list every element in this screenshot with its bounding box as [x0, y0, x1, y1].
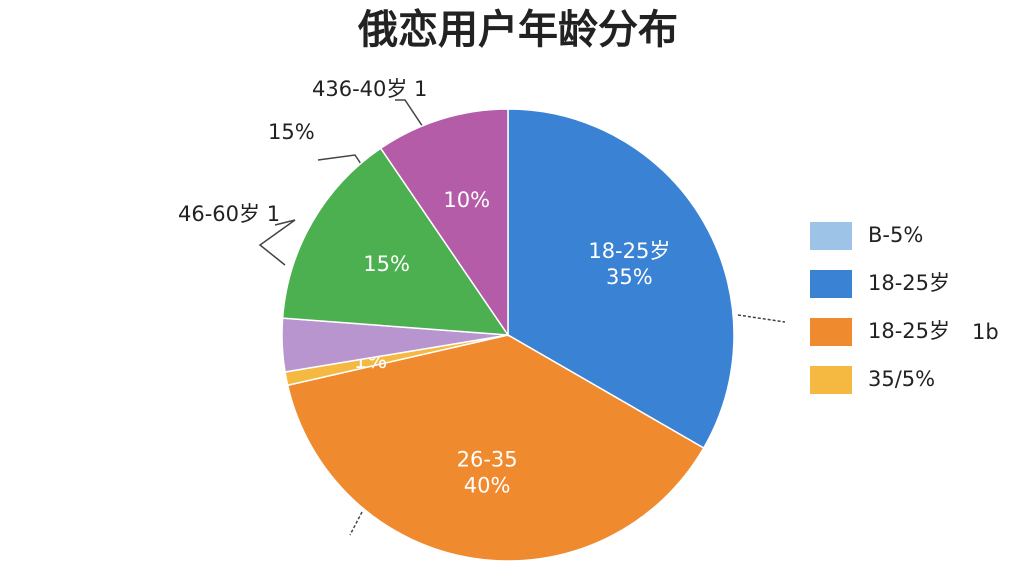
legend-label: 35/5%: [868, 367, 935, 391]
legend-swatch: [810, 366, 852, 394]
slice-value-label: 35%: [606, 265, 653, 289]
slice-value-label: 15%: [363, 252, 410, 276]
annotation: 46-60岁 1: [178, 202, 280, 226]
pie-slice: [379, 108, 509, 338]
annotation: 436-40岁 1: [312, 77, 427, 101]
slice-value-label: 10%: [443, 188, 490, 212]
leader-lines: [258, 99, 786, 536]
legend-swatch: [810, 270, 852, 298]
legend-label: B-5%: [868, 223, 923, 247]
annotation: 15%: [268, 120, 315, 144]
leader-line: [737, 314, 786, 323]
legend-swatch: [810, 222, 852, 250]
leader-line: [349, 511, 363, 536]
pie-slice: [286, 334, 705, 562]
legend-label: 18-25岁: [868, 271, 950, 295]
pie-slice: [281, 147, 510, 336]
slice-category: 18-25岁: [588, 239, 670, 263]
legend-label: 18-25岁: [868, 319, 950, 343]
pie-slice: [507, 108, 735, 450]
leader-line: [258, 219, 296, 266]
slice-category: 26-35: [457, 448, 518, 472]
leader-line: [395, 99, 426, 131]
chart-title: 俄恋用户年龄分布: [357, 7, 678, 53]
legend-swatch: [810, 318, 852, 346]
annotation: 1b: [972, 320, 999, 344]
slice-value-label: 40%: [464, 474, 511, 498]
legend: B-5% 18-25岁 18-25岁 35/5%: [810, 222, 950, 394]
